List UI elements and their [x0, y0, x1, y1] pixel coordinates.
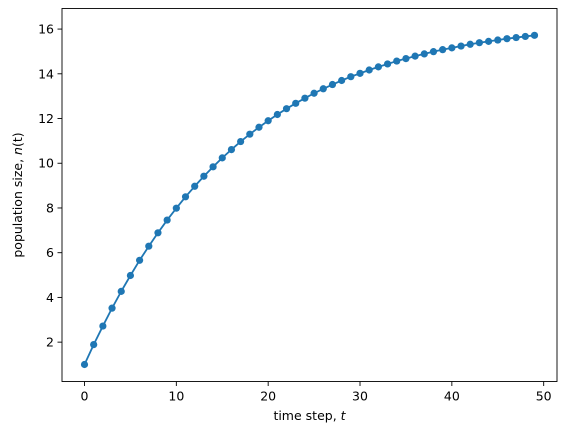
y-tick-label: 16 — [38, 22, 54, 37]
y-tick-label: 12 — [38, 111, 54, 126]
data-point — [108, 304, 116, 312]
data-point — [494, 36, 502, 44]
data-point — [200, 172, 208, 180]
data-point — [145, 242, 153, 250]
plot-area — [83, 34, 535, 365]
data-point — [420, 50, 428, 58]
data-point — [521, 32, 529, 41]
data-point — [136, 256, 144, 264]
data-point — [319, 85, 327, 93]
data-point — [181, 193, 190, 201]
y-axis-label: population size, n(t) — [10, 132, 25, 257]
data-point — [484, 37, 493, 45]
data-point — [347, 73, 355, 81]
data-point — [328, 80, 337, 89]
x-tick-label: 40 — [444, 389, 460, 404]
data-point — [126, 271, 135, 280]
data-point — [90, 341, 98, 349]
data-point — [172, 204, 180, 212]
data-point — [80, 360, 89, 369]
data-point — [227, 146, 236, 154]
data-points — [80, 31, 539, 369]
x-axis: 0 10 20 30 40 50 — [81, 381, 552, 404]
data-point — [310, 89, 318, 97]
data-point — [264, 117, 272, 125]
data-point — [457, 42, 465, 50]
y-tick-label: 8 — [46, 200, 54, 215]
data-point — [365, 66, 373, 74]
data-point — [255, 123, 263, 131]
y-tick-label: 14 — [38, 66, 54, 81]
plot-frame — [61, 8, 558, 382]
data-point — [163, 216, 171, 224]
y-tick-label: 10 — [38, 156, 54, 171]
data-point — [402, 54, 410, 63]
data-point — [191, 182, 199, 190]
data-point — [301, 94, 309, 102]
data-point — [411, 52, 419, 60]
data-point — [154, 229, 162, 237]
x-tick-label: 50 — [536, 389, 552, 404]
x-tick-label: 20 — [260, 389, 276, 404]
x-axis-label: time step, t — [273, 408, 346, 423]
y-tick-label: 6 — [46, 245, 54, 260]
data-point — [99, 322, 107, 330]
data-point — [292, 99, 300, 107]
data-point — [237, 137, 245, 146]
y-tick-label: 2 — [46, 335, 54, 350]
data-point — [393, 57, 401, 65]
x-tick-label: 30 — [352, 389, 368, 404]
data-point — [338, 76, 346, 85]
data-point — [282, 105, 291, 113]
data-point — [503, 35, 511, 43]
y-tick-label: 4 — [46, 290, 54, 305]
series-line — [83, 34, 535, 365]
data-point — [273, 110, 281, 119]
data-point — [356, 69, 364, 77]
data-point — [209, 163, 217, 171]
data-point — [218, 154, 226, 162]
data-point — [530, 31, 539, 39]
data-point — [512, 33, 520, 42]
data-point — [448, 44, 456, 52]
data-point — [117, 287, 125, 295]
y-axis: 2 4 6 8 10 12 14 16 — [38, 22, 62, 350]
data-point — [475, 39, 483, 47]
data-point — [383, 60, 392, 68]
data-point — [374, 63, 382, 71]
x-tick-label: 0 — [81, 389, 89, 404]
data-point — [439, 46, 447, 54]
data-point — [246, 130, 254, 138]
data-point — [429, 48, 438, 56]
x-tick-label: 10 — [168, 389, 184, 404]
data-point — [466, 40, 474, 48]
